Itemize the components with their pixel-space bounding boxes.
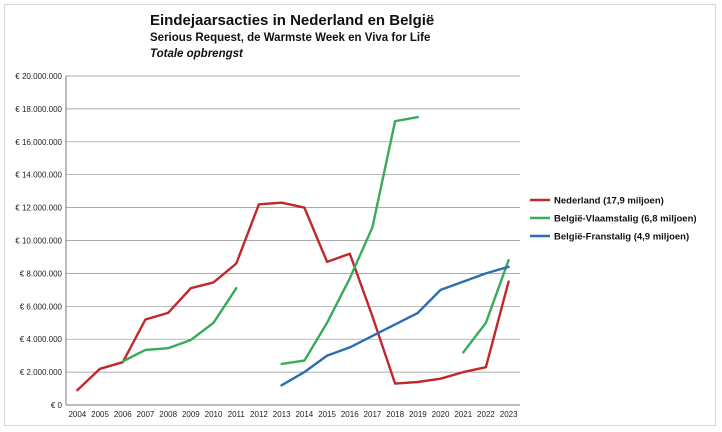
x-tick-label: 2018	[386, 410, 404, 419]
x-axis-ticks: 2004 2005 2006 2007 2008 2009 2010 2011 2012 2013…	[68, 410, 518, 419]
chart-subtitle: Serious Request, de Warmste Week en Viva…	[150, 32, 431, 44]
y-tick-label: € 4.000.000	[20, 335, 63, 344]
legend-label-belgie-franstalig: België-Franstalig (4,9 miljoen)	[554, 232, 689, 243]
legend-label-belgie-vlaamstalig: België-Vlaamstalig (6,8 miljoen)	[554, 214, 697, 225]
x-tick-label: 2015	[318, 410, 336, 419]
y-tick-label: € 10.000.000	[15, 237, 62, 246]
chart-frame	[4, 4, 716, 426]
legend: Nederland (17,9 miljoen) België-Vlaamstal…	[530, 196, 697, 243]
x-tick-label: 2014	[295, 410, 313, 419]
x-tick-label: 2016	[341, 410, 359, 419]
x-tick-label: 2008	[159, 410, 177, 419]
y-tick-label: € 8.000.000	[20, 269, 63, 278]
y-tick-label: € 0	[51, 401, 63, 410]
x-tick-label: 2007	[137, 410, 155, 419]
axes	[65, 76, 520, 406]
y-tick-label: € 20.000.000	[15, 72, 62, 81]
x-tick-label: 2004	[68, 410, 86, 419]
y-tick-label: € 18.000.000	[15, 105, 62, 114]
x-tick-label: 2006	[114, 410, 132, 419]
x-tick-label: 2021	[454, 410, 472, 419]
x-tick-label: 2017	[364, 410, 382, 419]
chart-title: Eindejaarsacties in Nederland en België	[150, 12, 435, 29]
series-line-nederland	[76, 201, 510, 392]
series-lines	[76, 115, 510, 392]
grid-lines	[66, 75, 520, 406]
x-tick-label: 2020	[432, 410, 450, 419]
x-tick-label: 2005	[91, 410, 109, 419]
y-tick-label: € 16.000.000	[15, 138, 62, 147]
x-tick-label: 2013	[273, 410, 291, 419]
series-line-belgie-vlaamstalig	[121, 115, 510, 366]
y-tick-label: € 2.000.000	[20, 368, 63, 377]
legend-label-nederland: Nederland (17,9 miljoen)	[554, 196, 664, 207]
x-tick-label: 2011	[228, 410, 246, 419]
x-tick-label: 2009	[182, 410, 200, 419]
series-line-belgie-franstalig	[280, 265, 510, 387]
x-tick-label: 2012	[250, 410, 268, 419]
x-tick-label: 2010	[205, 410, 223, 419]
y-tick-label: € 14.000.000	[15, 171, 62, 180]
x-tick-label: 2022	[477, 410, 495, 419]
x-tick-label: 2023	[500, 410, 518, 419]
x-tick-label: 2019	[409, 410, 427, 419]
y-tick-label: € 12.000.000	[15, 204, 62, 213]
chart-subtitle-2: Totale opbrengst	[150, 48, 243, 60]
y-axis-ticks: € 0 € 2.000.000 € 4.000.000 € 6.000.000 € 8.…	[15, 72, 62, 410]
y-tick-label: € 6.000.000	[20, 302, 63, 311]
